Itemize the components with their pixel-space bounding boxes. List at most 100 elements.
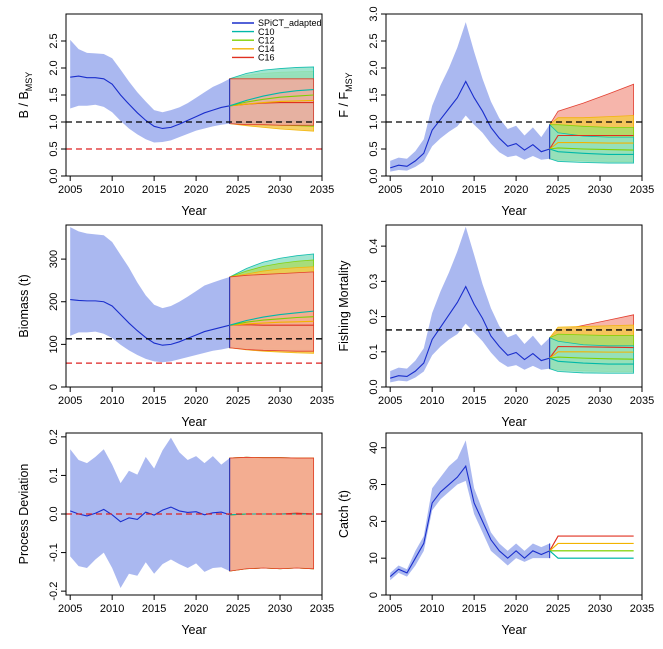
y-tick-label: 0.0 (48, 506, 60, 521)
x-tick-label: 2030 (588, 603, 612, 615)
x-tick-label: 2005 (58, 603, 82, 615)
x-tick-label: 2030 (268, 603, 292, 615)
x-tick-label: 2030 (268, 395, 292, 407)
plot-area (390, 227, 633, 383)
y-tick-label: 2.5 (368, 33, 380, 48)
x-tick-label: 2025 (546, 603, 570, 615)
x-axis-label: Year (501, 415, 526, 429)
y-tick-label: 0.0 (48, 168, 60, 183)
y-tick-label: 30 (368, 478, 380, 490)
x-tick-label: 2010 (100, 395, 124, 407)
x-tick-label: 2035 (310, 603, 334, 615)
y-tick-label: 0.1 (48, 468, 60, 483)
x-tick-label: 2035 (310, 395, 334, 407)
x-tick-label: 2015 (142, 603, 166, 615)
x-tick-label: 2005 (378, 603, 402, 615)
x-tick-label: 2015 (142, 184, 166, 196)
y-tick-label: 2.0 (368, 60, 380, 75)
y-tick-label: 2.5 (48, 33, 60, 48)
plot-area (390, 22, 633, 172)
x-tick-label: 2005 (378, 184, 402, 196)
y-tick-label: 1.5 (368, 87, 380, 102)
panel-ffmsy: 2005 2010 2015 2020 2025 2030 2035 Year 0.0 0.5 1.… (337, 6, 654, 218)
x-tick-label: 2005 (378, 395, 402, 407)
x-tick-label: 2025 (226, 603, 250, 615)
x-tick-label: 2010 (100, 603, 124, 615)
y-tick-label: 200 (48, 293, 60, 311)
y-tick-label: 0.5 (368, 141, 380, 156)
x-tick-label: 2015 (462, 184, 486, 196)
legend-label: C16 (258, 53, 275, 63)
y-tick-label: 0.0 (368, 168, 380, 183)
panel-process_deviation: 2005 2010 2015 2020 2025 2030 2035 Year -0.2 -0.1… (17, 429, 334, 637)
y-tick-label: 0 (368, 592, 380, 598)
x-tick-label: 2020 (504, 184, 528, 196)
x-tick-label: 2025 (226, 395, 250, 407)
x-tick-label: 2020 (504, 603, 528, 615)
y-tick-label: 0.4 (368, 238, 380, 253)
x-tick-label: 2025 (546, 395, 570, 407)
y-tick-label: 0.3 (368, 274, 380, 289)
spict-ci-band (70, 40, 229, 143)
plot-frame (386, 433, 642, 595)
x-axis-label: Year (181, 204, 206, 218)
x-tick-label: 2015 (462, 395, 486, 407)
x-axis-label: Year (181, 623, 206, 637)
y-axis-label: Catch (t) (337, 490, 351, 538)
y-tick-label: 0 (48, 384, 60, 390)
x-tick-label: 2020 (184, 184, 208, 196)
y-tick-label: 0.2 (368, 309, 380, 324)
y-axis-label: F / FMSY (337, 72, 354, 117)
x-tick-label: 2035 (630, 603, 654, 615)
y-tick-label: 3.0 (368, 6, 380, 21)
x-tick-label: 2005 (58, 395, 82, 407)
x-tick-label: 2015 (142, 395, 166, 407)
y-tick-label: 1.0 (368, 114, 380, 129)
x-tick-label: 2020 (184, 603, 208, 615)
x-tick-label: 2025 (546, 184, 570, 196)
y-axis-label: Process Deviation (17, 464, 31, 565)
x-tick-label: 2035 (630, 184, 654, 196)
x-tick-label: 2010 (420, 395, 444, 407)
y-tick-label: -0.2 (48, 582, 60, 601)
plot-area (390, 440, 633, 580)
y-tick-label: 40 (368, 442, 380, 454)
y-axis-label: Biomass (t) (17, 274, 31, 337)
x-tick-label: 2030 (588, 184, 612, 196)
x-tick-label: 2010 (420, 603, 444, 615)
x-tick-label: 2010 (420, 184, 444, 196)
x-tick-label: 2025 (226, 184, 250, 196)
y-tick-label: 10 (368, 552, 380, 564)
panel-biomass: 2005 2010 2015 2020 2025 2030 2035 Year 0 100 200 3… (17, 225, 334, 429)
y-tick-label: 300 (48, 250, 60, 268)
line-c10 (550, 551, 634, 558)
y-axis-label: B / BMSY (17, 72, 34, 119)
band-c14 (550, 543, 634, 550)
y-tick-label: 1.5 (48, 87, 60, 102)
x-axis-label: Year (181, 415, 206, 429)
y-axis-label: Fishing Mortality (337, 260, 351, 352)
y-tick-label: 1.0 (48, 114, 60, 129)
x-tick-label: 2005 (58, 184, 82, 196)
plot-area (70, 227, 313, 362)
y-tick-label: -0.1 (48, 543, 60, 562)
x-axis-label: Year (501, 204, 526, 218)
spict-ci-band (70, 227, 229, 362)
y-tick-label: 0.0 (368, 379, 380, 394)
line-c14 (550, 543, 634, 550)
x-tick-label: 2035 (630, 395, 654, 407)
panel-fishing_mortality: 2005 2010 2015 2020 2025 2030 2035 Year 0.0 0.1 0.… (337, 225, 654, 429)
x-tick-label: 2020 (504, 395, 528, 407)
y-tick-label: 0.1 (368, 344, 380, 359)
x-tick-label: 2030 (588, 395, 612, 407)
x-tick-label: 2015 (462, 603, 486, 615)
x-tick-label: 2020 (184, 395, 208, 407)
y-tick-label: 100 (48, 335, 60, 353)
x-tick-label: 2030 (268, 184, 292, 196)
spict-ci-band (70, 438, 229, 588)
y-tick-label: 20 (368, 515, 380, 527)
